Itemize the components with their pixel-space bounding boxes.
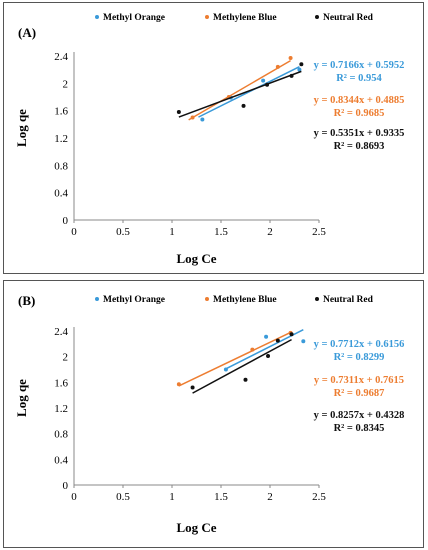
- y-tick-label: 1.6: [54, 106, 68, 118]
- data-point-series-2: [275, 64, 280, 69]
- x-axis-title: Log Ce: [176, 251, 216, 266]
- legend-marker-1: [95, 15, 99, 19]
- chart-a-svg: (A) Methyl Orange Methylene Blue Neutral Re…: [14, 13, 405, 266]
- data-point-series-1: [264, 334, 269, 339]
- data-point-series-3: [299, 62, 304, 67]
- trendline-series-1: [225, 329, 304, 370]
- data-point-series-1: [261, 78, 266, 83]
- y-tick-label: 0: [63, 215, 69, 227]
- legend-marker-3: [315, 15, 319, 19]
- data-point-series-2: [176, 382, 181, 387]
- trendline-series-2: [178, 331, 291, 387]
- data-point-series-3: [289, 332, 294, 337]
- x-tick-label: 2.5: [312, 491, 326, 503]
- y-tick-label: 1.2: [54, 133, 68, 145]
- trend-equation-2: y = 0.7311x + 0.7615: [314, 375, 404, 386]
- y-tick-label: 2.4: [54, 326, 68, 338]
- chart-b-svg: (B) Methyl Orange Methylene Blue Neutral Re…: [14, 293, 405, 535]
- x-tick-label: 1.5: [214, 491, 228, 503]
- data-point-series-3: [176, 110, 181, 115]
- r-squared-1: R² = 0.8299: [334, 352, 385, 363]
- y-tick-label: 2: [63, 78, 69, 90]
- data-point-series-3: [241, 103, 246, 108]
- legend-entry-3: Neutral Red: [323, 295, 374, 305]
- x-tick-label: 1: [169, 226, 175, 238]
- data-point-series-1: [301, 339, 306, 344]
- data-point-series-3: [265, 82, 270, 87]
- data-point-series-3: [266, 354, 271, 359]
- data-point-series-3: [243, 377, 248, 382]
- y-tick-label: 0.8: [54, 160, 68, 172]
- y-tick-label: 0.8: [54, 429, 68, 441]
- legend-marker-2: [205, 297, 209, 301]
- panel-label: (A): [18, 25, 36, 40]
- legend-entry-1: Methyl Orange: [103, 295, 165, 305]
- data-point-series-2: [288, 56, 293, 61]
- trendline-series-1: [198, 66, 300, 118]
- trend-equation-2: y = 0.8344x + 0.4885: [314, 95, 405, 106]
- legend-entry-3: Neutral Red: [323, 13, 374, 23]
- y-tick-label: 0: [63, 480, 69, 492]
- r-squared-2: R² = 0.9685: [334, 108, 385, 119]
- chart-panel-a: (A) Methyl Orange Methylene Blue Neutral Re…: [3, 2, 424, 274]
- trend-equation-1: y = 0.7166x + 0.5952: [314, 60, 405, 71]
- x-tick-label: 2.5: [312, 226, 326, 238]
- data-point-series-1: [200, 117, 205, 122]
- y-tick-label: 1.6: [54, 377, 68, 389]
- legend-marker-1: [95, 297, 99, 301]
- trend-equation-3: y = 0.5351x + 0.9335: [314, 128, 405, 139]
- data-point-series-2: [190, 115, 195, 120]
- trend-equation-1: y = 0.7712x + 0.6156: [314, 339, 405, 350]
- r-squared-3: R² = 0.8693: [334, 141, 385, 152]
- r-squared-3: R² = 0.8345: [334, 423, 385, 434]
- y-axis-title: Log qe: [14, 109, 29, 147]
- legend-entry-2: Methylene Blue: [213, 295, 277, 305]
- x-tick-label: 0: [71, 226, 77, 238]
- legend-marker-2: [205, 15, 209, 19]
- y-tick-label: 0.4: [54, 454, 68, 466]
- y-tick-label: 0.4: [54, 188, 68, 200]
- legend-marker-3: [315, 297, 319, 301]
- x-tick-label: 1: [169, 491, 175, 503]
- trend-equation-3: y = 0.8257x + 0.4328: [314, 410, 405, 421]
- data-point-series-3: [190, 385, 195, 390]
- x-tick-label: 1.5: [214, 226, 228, 238]
- y-axis-title: Log qe: [14, 379, 29, 417]
- data-point-series-1: [297, 67, 302, 72]
- legend-entry-1: Methyl Orange: [103, 13, 165, 23]
- legend-entry-2: Methylene Blue: [213, 13, 277, 23]
- x-tick-label: 0.5: [116, 226, 130, 238]
- panel-label: (B): [18, 293, 35, 308]
- trendline-series-3: [192, 338, 292, 394]
- data-point-series-1: [223, 367, 228, 372]
- x-tick-label: 2: [267, 491, 273, 503]
- trendline-series-3: [178, 70, 302, 118]
- x-tick-label: 0.5: [116, 491, 130, 503]
- r-squared-2: R² = 0.9687: [334, 388, 385, 399]
- y-tick-label: 2.4: [54, 51, 68, 63]
- chart-panel-b: (B) Methyl Orange Methylene Blue Neutral Re…: [3, 280, 424, 548]
- r-squared-1: R² = 0.954: [336, 73, 382, 84]
- x-tick-label: 2: [267, 226, 273, 238]
- data-point-series-3: [275, 338, 280, 343]
- x-axis-title: Log Ce: [176, 520, 216, 535]
- x-tick-label: 0: [71, 491, 77, 503]
- y-tick-label: 2: [63, 352, 69, 364]
- data-point-series-3: [289, 73, 294, 78]
- data-point-series-2: [250, 347, 255, 352]
- y-tick-label: 1.2: [54, 403, 68, 415]
- trendline-series-2: [188, 59, 291, 121]
